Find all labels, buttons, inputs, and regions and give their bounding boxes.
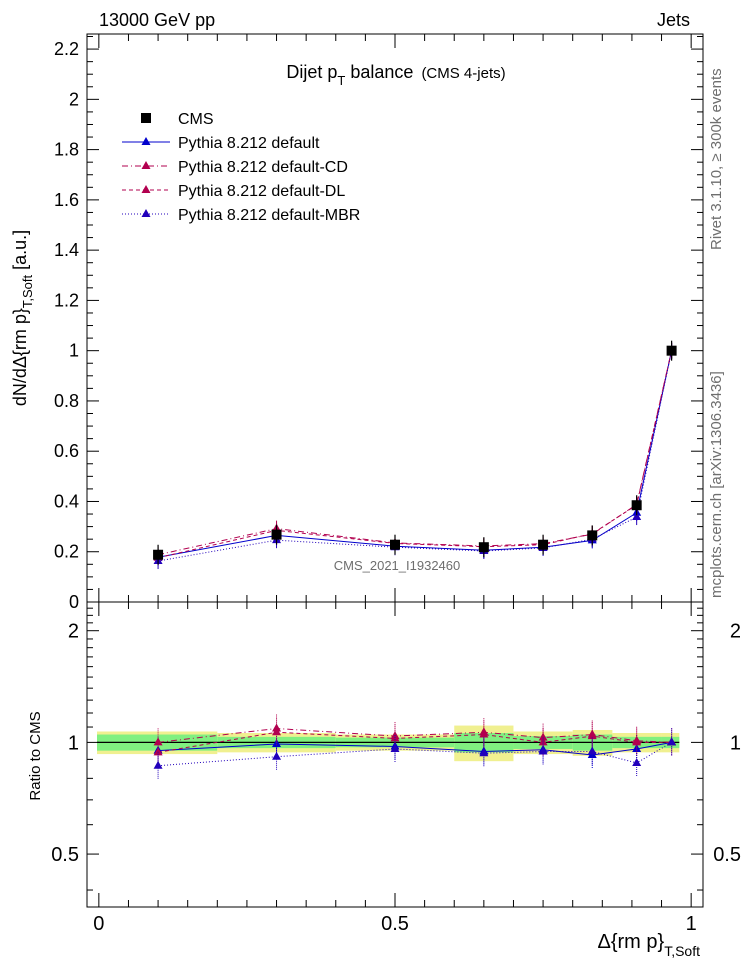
energy-label: 13000 GeV pp	[99, 10, 215, 30]
x-tick-label: 0	[93, 913, 104, 935]
ratio-y-tick-label-right: 0.5	[713, 844, 741, 866]
legend-item-1: Pythia 8.212 default-CD	[122, 159, 348, 176]
ratio-point	[632, 737, 642, 746]
data-point	[538, 539, 549, 550]
y-tick-label: 1.6	[54, 190, 79, 210]
ratio-panel: 0.5 0.51 12 2 0 0.5 1 Ratio to CMS Δ{rm p}T,S…	[27, 601, 741, 959]
y-tick-label: 0.8	[54, 391, 79, 411]
y-tick-label: 0.6	[54, 441, 79, 461]
legend-label: Pythia 8.212 default-DL	[178, 183, 345, 200]
chart-title-sub: T	[337, 73, 345, 88]
ratio-point	[153, 737, 163, 746]
cms-data	[153, 340, 677, 565]
legend-label: Pythia 8.212 default-MBR	[178, 207, 360, 224]
ratio-point	[390, 743, 400, 752]
legend: CMS Pythia 8.212 default Pythia 8.212 defa…	[122, 111, 360, 224]
ratio-point	[153, 747, 163, 756]
ratio-y-axis-label: Ratio to CMS	[27, 711, 44, 800]
legend-marker	[141, 209, 151, 217]
x-tick-label: 1	[686, 913, 697, 935]
chart-title-main: Dijet p	[286, 62, 337, 82]
ratio-point	[538, 737, 548, 746]
data-point	[631, 500, 642, 511]
legend-item-2: Pythia 8.212 default-DL	[122, 183, 345, 200]
y-tick-label: 2	[69, 89, 79, 109]
x-label-main: Δ{rm p}	[597, 931, 664, 953]
chart-title: Dijet pT balance (CMS 4-jets)	[286, 62, 505, 88]
x-axis: 0 0.5 1	[93, 602, 697, 935]
process-label: Jets	[657, 10, 690, 30]
y-label-main: dN/dΔ{rm p}	[10, 308, 30, 406]
ratio-point	[479, 748, 489, 757]
main-y-axis-label: dN/dΔ{rm p}T,Soft [a.u.]	[10, 230, 35, 406]
rivet-label: Rivet 3.1.10, ≥ 300k events	[708, 68, 725, 250]
data-point	[666, 345, 677, 356]
ratio-point	[667, 737, 677, 746]
ratio-line	[157, 731, 672, 753]
y-label-sub: T,Soft	[20, 274, 35, 308]
ratio-y-tick-label: 1	[68, 732, 79, 754]
x-axis-label: Δ{rm p}T,Soft	[597, 931, 700, 959]
ratio-point	[587, 746, 597, 755]
series-line	[157, 350, 673, 559]
ratio-y-tick-label: 0.5	[51, 844, 79, 866]
x-tick-label: 0.5	[381, 913, 409, 935]
data-point	[587, 530, 598, 541]
ratio-y-tick-label: 2	[68, 621, 79, 643]
series-point	[632, 512, 642, 521]
ratio-series-3	[153, 728, 677, 780]
ratio-line	[158, 727, 672, 743]
legend-item-cms: CMS	[141, 111, 214, 128]
chart-subtitle: (CMS 4-jets)	[421, 65, 505, 82]
legend-marker	[141, 185, 151, 193]
x-label-sub: T,Soft	[664, 943, 700, 959]
ratio-point	[272, 727, 282, 736]
y-tick-label: 0	[69, 592, 79, 612]
series-line	[157, 350, 673, 562]
ratio-point	[587, 731, 597, 740]
ratio-point	[479, 729, 489, 738]
data-point	[271, 529, 282, 540]
legend-label: Pythia 8.212 default-CD	[178, 159, 348, 176]
y-tick-label: 2.2	[54, 39, 79, 59]
ratio-series-2	[153, 718, 677, 767]
mcplots-label: mcplots.cern.ch [arXiv:1306.3436]	[708, 371, 725, 598]
main-y-axis: 0 0.2 0.4 0.6 0.8 1 1.2 1.4 1.6 1.8 2 2.2	[54, 36, 703, 612]
y-tick-label: 1.2	[54, 290, 79, 310]
y-tick-label: 0.2	[54, 542, 79, 562]
y-tick-label: 0.4	[54, 491, 79, 511]
ratio-y-tick-label-right: 1	[730, 732, 741, 754]
y-tick-label: 1	[69, 341, 79, 361]
legend-marker	[141, 161, 151, 169]
main-frame	[86, 33, 704, 603]
legend-marker	[141, 113, 151, 123]
ratio-point	[153, 760, 163, 769]
data-point	[390, 539, 400, 550]
ratio-point	[632, 757, 642, 766]
y-tick-label: 1.8	[54, 140, 79, 160]
legend-marker	[141, 137, 151, 145]
ratio-point	[632, 743, 642, 752]
y-label-unit: [a.u.]	[10, 230, 30, 275]
chart-title-rest: balance	[345, 62, 413, 82]
data-point	[153, 549, 164, 560]
ratio-y-tick-label-right: 2	[730, 621, 741, 643]
legend-label: Pythia 8.212 default	[178, 135, 320, 152]
analysis-watermark: CMS_2021_I1932460	[334, 558, 461, 573]
ratio-line	[158, 741, 672, 767]
ratio-y-axis: 0.5 0.5 1 1 2 2	[51, 607, 741, 891]
legend-label: CMS	[178, 111, 214, 128]
ratio-point	[272, 751, 282, 760]
main-panel: 0 0.2 0.4 0.6 0.8 1 1.2 1.4 1.6 1.8 2 2.2 CMS_2021_…	[10, 33, 704, 612]
y-tick-label: 1.4	[54, 240, 79, 260]
series-line	[157, 350, 673, 558]
legend-item-3: Pythia 8.212 default-MBR	[122, 207, 360, 224]
ratio-point	[538, 746, 548, 755]
data-point	[478, 542, 489, 553]
legend-item-0: Pythia 8.212 default	[122, 135, 320, 152]
ratio-line	[158, 741, 672, 756]
